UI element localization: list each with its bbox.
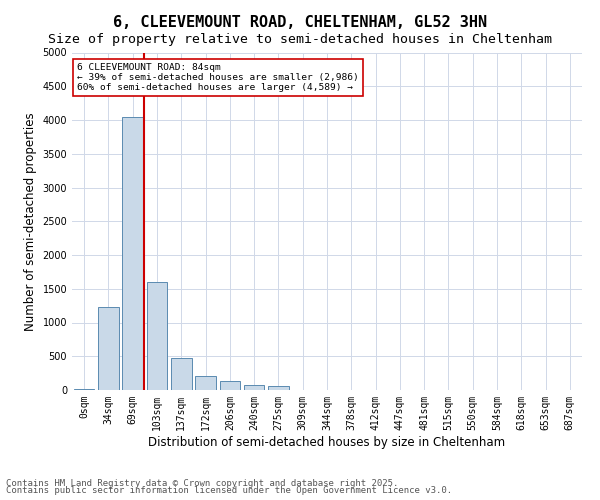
Text: Contains HM Land Registry data © Crown copyright and database right 2025.: Contains HM Land Registry data © Crown c…	[6, 478, 398, 488]
Bar	[146, 282, 167, 390]
Bar	[98, 307, 119, 390]
Y-axis label: Number of semi-detached properties: Number of semi-detached properties	[24, 112, 37, 330]
Bar	[74, 388, 94, 390]
Bar	[220, 381, 240, 390]
X-axis label: Distribution of semi-detached houses by size in Cheltenham: Distribution of semi-detached houses by …	[148, 436, 506, 448]
Text: 6 CLEEVEMOUNT ROAD: 84sqm
← 39% of semi-detached houses are smaller (2,986)
60% : 6 CLEEVEMOUNT ROAD: 84sqm ← 39% of semi-…	[77, 62, 359, 92]
Bar	[195, 376, 216, 390]
Bar	[268, 386, 289, 390]
Text: Contains public sector information licensed under the Open Government Licence v3: Contains public sector information licen…	[6, 486, 452, 495]
Bar	[244, 384, 265, 390]
Text: 6, CLEEVEMOUNT ROAD, CHELTENHAM, GL52 3HN: 6, CLEEVEMOUNT ROAD, CHELTENHAM, GL52 3H…	[113, 15, 487, 30]
Bar	[122, 116, 143, 390]
Text: Size of property relative to semi-detached houses in Cheltenham: Size of property relative to semi-detach…	[48, 32, 552, 46]
Bar	[171, 358, 191, 390]
